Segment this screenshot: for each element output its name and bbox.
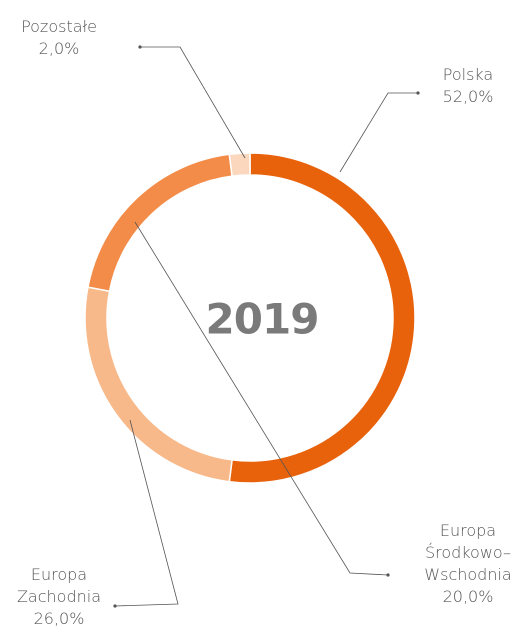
leader-line [140,46,246,159]
slice-label: Europa Środkowo–Wschodnia [424,521,512,584]
leader-dot [416,91,420,95]
leader-line [339,92,418,173]
leader-line [114,419,179,607]
slice-value: 2,0% [38,39,80,58]
slice-value: 20,0% [442,587,494,606]
slice-value: 26,0% [33,609,85,628]
leader-dot [113,604,117,608]
leader-dot [386,573,390,577]
leader-line [134,221,389,576]
leader-dot [138,45,142,49]
slice-label: Pozostałe [21,17,97,36]
slice-label: Polska [442,65,494,84]
donut-slice [87,153,233,293]
donut-slice [228,152,251,177]
slice-label: Europa Zachodnia [16,565,102,606]
slice-value: 52,0% [442,87,494,106]
center-text: 2019 [206,295,319,344]
